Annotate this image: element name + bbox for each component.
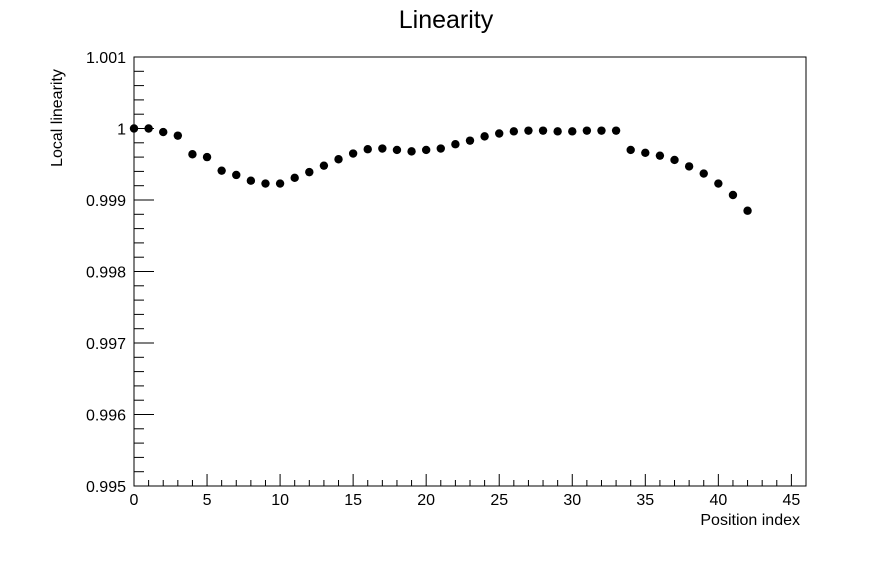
data-point xyxy=(261,179,270,188)
data-point xyxy=(159,127,168,137)
data-point xyxy=(173,131,183,140)
data-point xyxy=(597,126,606,135)
data-point xyxy=(524,126,533,135)
x-tick-label: 30 xyxy=(563,492,581,509)
x-tick-label: 10 xyxy=(271,492,289,509)
y-tick-label: 0.997 xyxy=(86,336,126,353)
y-tick-label: 1 xyxy=(117,122,126,139)
data-point xyxy=(378,144,387,153)
data-point xyxy=(655,151,665,160)
data-point xyxy=(611,126,621,135)
data-point xyxy=(714,179,723,188)
data-point xyxy=(348,149,358,158)
data-points xyxy=(129,124,752,215)
x-tick-label: 15 xyxy=(344,492,362,509)
data-point xyxy=(538,126,548,135)
data-point xyxy=(509,127,519,136)
data-point xyxy=(246,176,256,185)
y-tick-label: 0.998 xyxy=(86,265,126,282)
x-axis-ticks: 0 5 10 15 20 25 30 35 40 45 xyxy=(130,474,800,509)
data-point xyxy=(626,145,635,155)
x-axis-label: Position index xyxy=(700,512,800,529)
data-point xyxy=(217,166,226,175)
data-point xyxy=(232,170,241,180)
plot-frame xyxy=(133,56,807,487)
data-point xyxy=(290,173,299,183)
data-point xyxy=(728,190,738,200)
data-point xyxy=(495,129,504,138)
data-point xyxy=(334,155,343,164)
data-point xyxy=(407,147,416,156)
data-point xyxy=(144,124,153,133)
x-tick-label: 5 xyxy=(203,492,212,509)
data-point xyxy=(568,127,577,136)
x-tick-label: 25 xyxy=(490,492,508,509)
data-point xyxy=(421,145,431,155)
data-point xyxy=(275,179,285,188)
data-point xyxy=(480,132,489,141)
data-point xyxy=(553,127,562,136)
x-tick-label: 35 xyxy=(636,492,654,509)
data-point xyxy=(436,144,445,153)
data-point xyxy=(699,169,708,178)
data-point xyxy=(319,161,329,170)
y-tick-label: 0.995 xyxy=(86,479,126,496)
y-tick-label: 0.996 xyxy=(86,408,126,425)
data-point xyxy=(465,136,475,145)
data-point xyxy=(670,155,679,165)
data-point xyxy=(363,145,372,154)
data-point xyxy=(582,126,592,135)
y-axis-label: Local linearity xyxy=(49,69,66,167)
data-point xyxy=(188,150,197,159)
x-tick-label: 40 xyxy=(709,492,727,509)
x-tick-label: 20 xyxy=(417,492,435,509)
x-tick-label: 45 xyxy=(782,492,800,509)
data-point xyxy=(684,162,694,171)
chart-title: Linearity xyxy=(399,6,494,34)
data-point xyxy=(392,145,402,155)
data-point xyxy=(202,152,212,162)
x-tick-label: 0 xyxy=(130,492,139,509)
y-tick-label: 0.999 xyxy=(86,193,126,210)
data-point xyxy=(641,148,650,158)
data-point xyxy=(129,124,139,133)
data-point xyxy=(743,206,752,215)
data-point xyxy=(305,167,314,177)
y-tick-label: 1.001 xyxy=(86,50,126,67)
y-axis-ticks: 0.995 0.996 0.997 0.998 0.999 1 1.001 xyxy=(86,50,154,496)
data-point xyxy=(451,140,460,149)
